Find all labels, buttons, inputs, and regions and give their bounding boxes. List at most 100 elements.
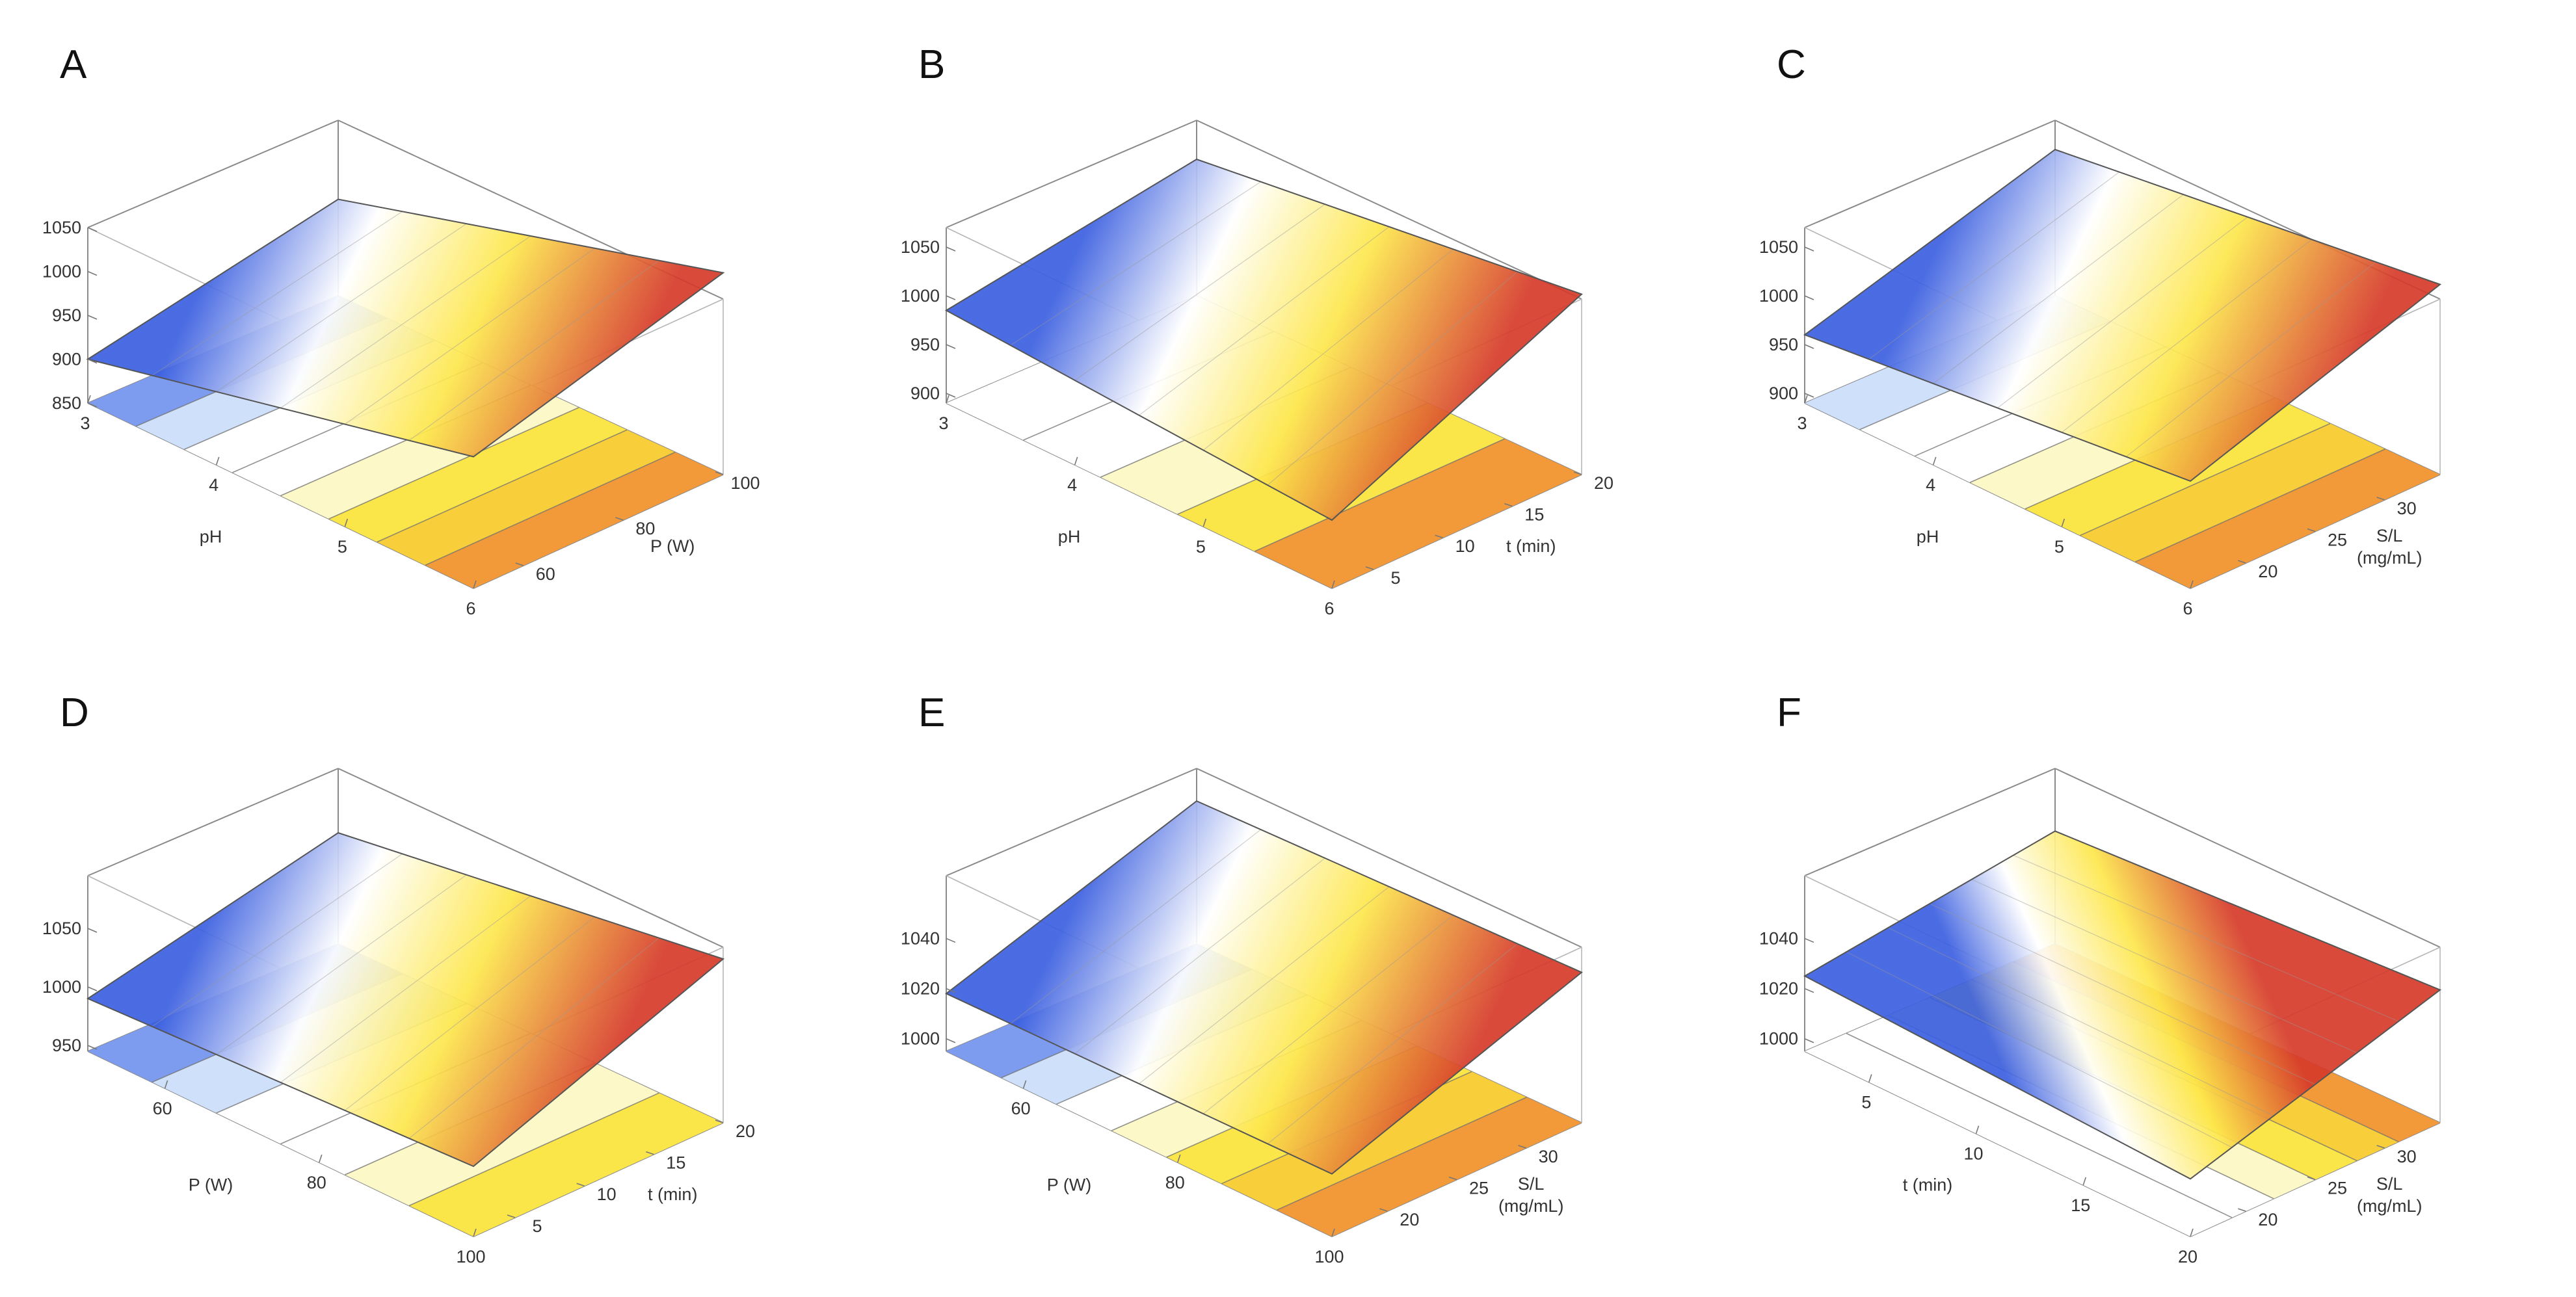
z-tick-label: 1000 bbox=[1759, 1029, 1798, 1049]
surface-mesh-line bbox=[1010, 829, 1262, 1024]
z-tick-mark bbox=[87, 1045, 98, 1050]
panel-d-y-axis: 5 10 15 20 t (min) bbox=[507, 1120, 755, 1236]
z-tick-mark bbox=[946, 937, 956, 943]
z-tick-label: 1050 bbox=[901, 237, 940, 257]
x-tick-mark bbox=[1804, 395, 1808, 404]
z-tick-mark bbox=[1804, 344, 1814, 349]
y-tick-mark bbox=[1365, 566, 1374, 570]
panel-d: 950 1000 1050 60 80 100 P (W) 5 10 15 20 t (min) D bbox=[0, 648, 858, 1296]
floor-band bbox=[1277, 1097, 1582, 1237]
x-axis-title: pH bbox=[1058, 527, 1081, 547]
floor-band bbox=[1805, 1033, 2232, 1237]
response-surface bbox=[946, 159, 1582, 520]
floor-band bbox=[1221, 1071, 1527, 1211]
surface-mesh-line bbox=[1074, 203, 1325, 381]
panel-e: 1000 1020 1040 60 80 100 P (W) 20 25 30 S/L (mg/mL)… bbox=[858, 648, 1717, 1296]
x-tick-label: 10 bbox=[1964, 1144, 1984, 1164]
y-tick-mark bbox=[615, 517, 624, 521]
z-tick-label: 1040 bbox=[1759, 928, 1798, 948]
surface-mesh-line bbox=[1074, 858, 1325, 1055]
floor-band bbox=[425, 452, 723, 588]
x-tick-mark bbox=[1932, 456, 1937, 465]
x-tick-mark bbox=[1331, 580, 1335, 589]
z-tick-mark bbox=[87, 928, 98, 933]
surface-outline bbox=[86, 198, 725, 458]
surface-mesh-line bbox=[1139, 886, 1390, 1084]
y-tick-mark bbox=[715, 1120, 724, 1123]
response-surface bbox=[946, 801, 1582, 1174]
surface-mesh-line bbox=[1267, 943, 1518, 1144]
y-tick-mark bbox=[1573, 471, 1582, 475]
panel-c-label: C bbox=[1777, 42, 1806, 87]
x-tick-mark bbox=[473, 1228, 477, 1237]
surface-mesh-line bbox=[344, 916, 596, 1111]
x-tick-mark bbox=[87, 395, 91, 404]
y-tick-mark bbox=[2307, 1176, 2316, 1181]
surface-outline bbox=[945, 800, 1583, 1175]
x-tick-mark bbox=[1331, 1228, 1335, 1237]
x-tick-mark bbox=[2190, 580, 2194, 589]
z-tick-label: 900 bbox=[52, 350, 81, 369]
z-tick-mark bbox=[87, 227, 98, 232]
panel-a-plot: 850 900 950 1000 1050 3 4 5 6 pH 60 80 100 P (W) A bbox=[42, 42, 760, 618]
response-surface bbox=[1805, 831, 2440, 1179]
z-tick-label: 1000 bbox=[42, 977, 81, 997]
panel-b-plot: 900 950 1000 1050 3 4 5 6 pH 5 10 15 20 t (min) B bbox=[901, 42, 1613, 618]
panel-a-surface bbox=[86, 198, 725, 458]
z-tick-mark bbox=[87, 315, 98, 320]
x-tick-mark bbox=[2061, 518, 2065, 527]
z-tick-label: 1040 bbox=[901, 928, 940, 948]
x-tick-mark bbox=[2190, 1228, 2194, 1237]
panel-b: 900 950 1000 1050 3 4 5 6 pH 5 10 15 20 t (min) B bbox=[858, 0, 1717, 648]
panel-d-label: D bbox=[60, 690, 89, 735]
x-tick-label: 100 bbox=[1314, 1247, 1344, 1266]
x-tick-mark bbox=[319, 1154, 323, 1163]
panel-f-x-axis: 5 10 15 20 t (min) bbox=[1861, 1074, 2198, 1266]
z-tick-label: 1020 bbox=[1759, 979, 1798, 999]
surface-mesh-line bbox=[1010, 181, 1261, 346]
panel-f-y-axis: 20 25 30 S/L (mg/mL) bbox=[2238, 1145, 2423, 1229]
x-tick-label: 5 bbox=[1861, 1093, 1871, 1112]
y-tick-label: 80 bbox=[635, 519, 655, 538]
y-tick-mark bbox=[1518, 1145, 1526, 1149]
y-axis-title: t (min) bbox=[648, 1185, 698, 1204]
x-tick-mark bbox=[1074, 456, 1078, 465]
y-tick-mark bbox=[2307, 528, 2316, 532]
surface-outline bbox=[944, 158, 1583, 521]
floor-contour-line bbox=[1276, 1096, 1527, 1211]
z-tick-label: 850 bbox=[52, 393, 81, 413]
y-axis-title: S/L (mg/mL) bbox=[2357, 526, 2423, 568]
x-tick-label: 6 bbox=[466, 599, 475, 618]
floor-band bbox=[328, 407, 627, 542]
z-tick-mark bbox=[1804, 937, 1814, 943]
z-tick-label: 1000 bbox=[901, 1029, 940, 1049]
panel-a-y-axis: 60 80 100 P (W) bbox=[515, 471, 760, 584]
surface-outline bbox=[86, 832, 725, 1168]
z-tick-label: 950 bbox=[1769, 335, 1798, 354]
z-tick-label: 900 bbox=[910, 384, 940, 403]
y-axis-title: S/L (mg/mL) bbox=[2357, 1174, 2423, 1216]
z-tick-mark bbox=[946, 393, 956, 398]
y-tick-label: 25 bbox=[2328, 531, 2347, 550]
x-tick-mark bbox=[1022, 1080, 1027, 1089]
y-tick-label: 15 bbox=[1524, 505, 1544, 525]
z-tick-label: 1050 bbox=[42, 218, 81, 237]
floor-contour-line bbox=[328, 407, 579, 519]
surface-mesh-line bbox=[1930, 903, 2316, 1085]
x-tick-label: 100 bbox=[456, 1247, 485, 1266]
panel-c-z-axis: 900 950 1000 1050 bbox=[1759, 237, 1814, 403]
z-tick-label: 1050 bbox=[1759, 237, 1798, 257]
x-axis-title: P (W) bbox=[1047, 1175, 1092, 1195]
x-tick-label: 60 bbox=[153, 1099, 172, 1118]
x-tick-label: 4 bbox=[1926, 475, 1935, 495]
x-tick-mark bbox=[215, 456, 220, 465]
z-tick-mark bbox=[1804, 988, 1814, 993]
x-tick-mark bbox=[344, 518, 349, 527]
y-tick-mark bbox=[1435, 534, 1443, 538]
y-tick-label: 5 bbox=[532, 1216, 542, 1236]
y-tick-label: 100 bbox=[730, 473, 760, 493]
z-tick-label: 950 bbox=[52, 306, 81, 325]
x-tick-label: 3 bbox=[80, 413, 90, 433]
surface-mesh-line bbox=[2061, 239, 2313, 433]
